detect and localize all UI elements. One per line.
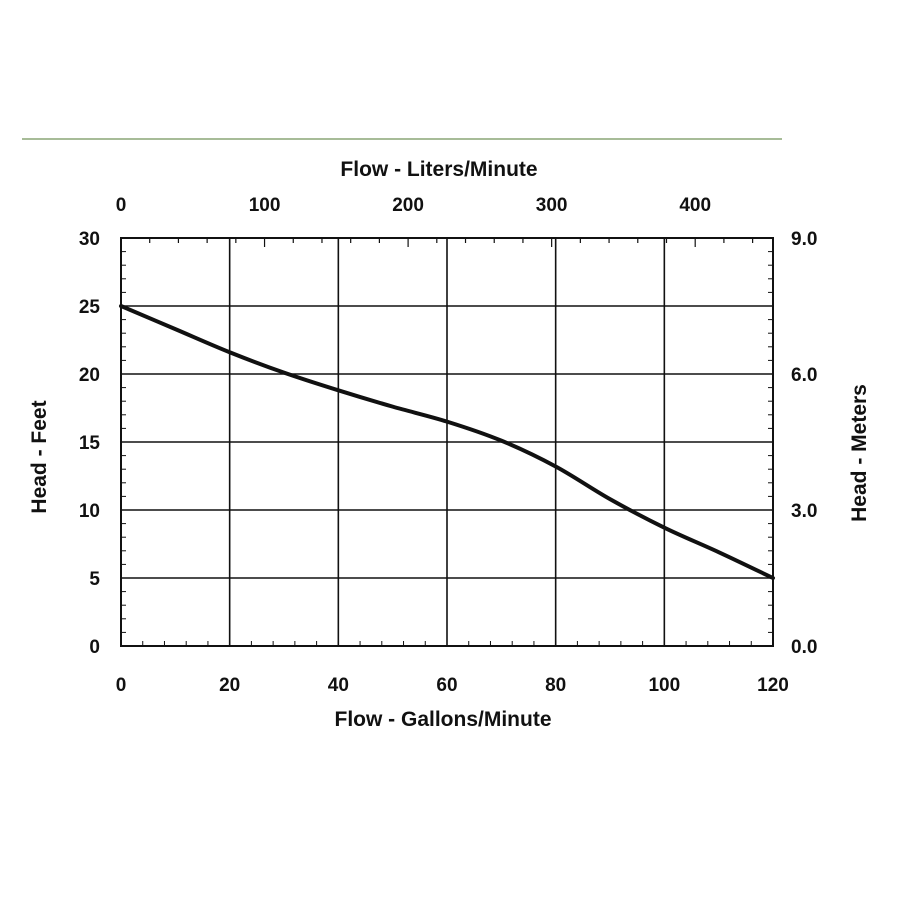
y2-tick-labels: 0.0 3.0 6.0 9.0 — [791, 229, 817, 658]
y2-tick-label: 6.0 — [791, 365, 817, 386]
grid — [120, 237, 774, 647]
y-tick-label: 20 — [79, 365, 100, 386]
x2-axis-title: Flow - Liters/Minute — [340, 158, 537, 181]
x-tick-labels: 0 20 40 60 80 100 120 — [116, 675, 789, 696]
x2-tick-label: 300 — [536, 195, 568, 216]
y-axis-title: Head - Feet — [28, 400, 51, 513]
x2-tick-label: 400 — [679, 195, 711, 216]
x2-tick-labels: 0 100 200 300 400 — [116, 195, 711, 216]
x-tick-label: 20 — [219, 675, 240, 696]
x-tick-label: 80 — [545, 675, 566, 696]
y-tick-label: 0 — [89, 637, 100, 658]
x2-tick-label: 100 — [249, 195, 281, 216]
x2-tick-label: 200 — [392, 195, 424, 216]
y-tick-labels: 0 5 10 15 20 25 30 — [79, 229, 101, 658]
x-tick-label: 0 — [116, 675, 127, 696]
x-tick-label: 120 — [757, 675, 789, 696]
x-axis-title: Flow - Gallons/Minute — [335, 708, 552, 731]
x2-tick-label: 0 — [116, 195, 127, 216]
y2-axis-title: Head - Meters — [848, 384, 871, 522]
plot-frame — [120, 237, 774, 647]
series-line — [119, 304, 775, 580]
y-tick-label: 30 — [79, 229, 100, 250]
x-tick-label: 100 — [648, 675, 680, 696]
x-tick-label: 40 — [328, 675, 349, 696]
y2-tick-label: 0.0 — [791, 637, 817, 658]
y2-tick-label: 9.0 — [791, 229, 817, 250]
y-tick-label: 10 — [79, 501, 100, 522]
y-tick-label: 5 — [89, 569, 100, 590]
x-tick-label: 60 — [436, 675, 457, 696]
y-tick-label: 25 — [79, 297, 101, 318]
y2-tick-label: 3.0 — [791, 501, 817, 522]
y-tick-label: 15 — [79, 433, 101, 454]
